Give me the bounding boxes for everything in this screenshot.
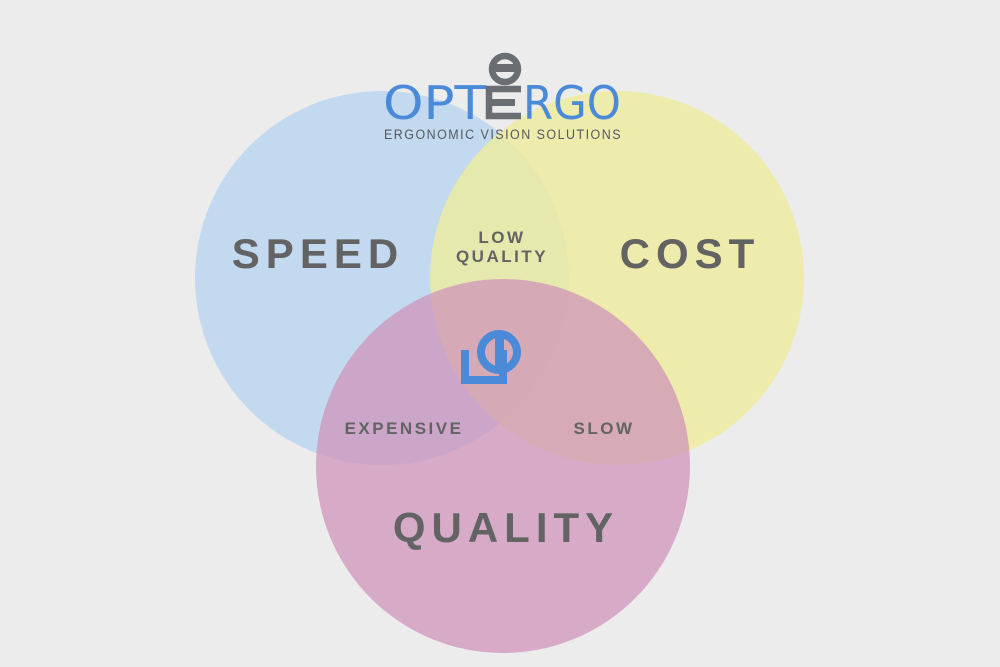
logo-e-mark-icon [485, 52, 522, 120]
low-quality-label-line2: QUALITY [456, 247, 548, 266]
slow-label: SLOW [574, 419, 635, 438]
quality-circle [316, 279, 690, 653]
low-quality-label-line1: LOW [478, 228, 525, 247]
expensive-label: EXPENSIVE [345, 419, 464, 438]
optergo-logo: OPT RGO ERGONOMIC VISION SOLUTIONS [383, 52, 622, 142]
logo-text-rgo: RGO [523, 76, 621, 130]
speed-label: SPEED [232, 230, 404, 277]
cost-label: COST [620, 230, 761, 277]
logo-tagline: ERGONOMIC VISION SOLUTIONS [384, 127, 622, 142]
logo-text-opt: OPT [383, 76, 487, 130]
optergo-mark-icon [461, 330, 521, 384]
quality-label: QUALITY [393, 504, 619, 551]
